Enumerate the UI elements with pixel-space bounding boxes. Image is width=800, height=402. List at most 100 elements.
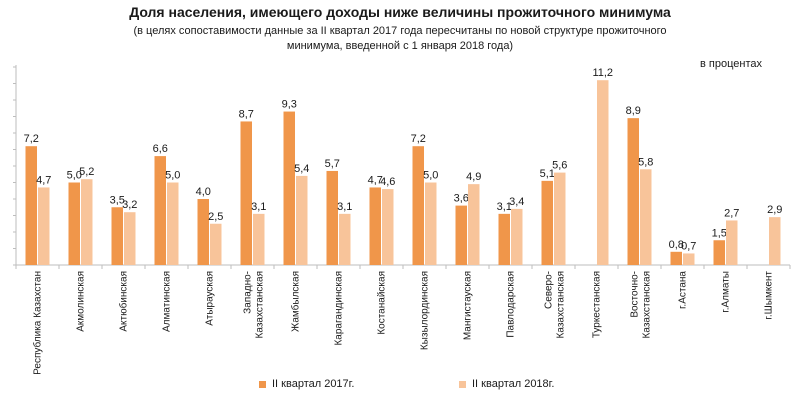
category-label-17: г.Шымкент bbox=[764, 271, 775, 320]
category-label-10: Мангистауская bbox=[463, 271, 474, 340]
category-label-line: г.Алматы bbox=[721, 271, 732, 313]
bar-2018-11 bbox=[511, 208, 523, 265]
category-label-line: Мангистауская bbox=[463, 271, 474, 340]
category-label-11: Павлодарская bbox=[506, 271, 517, 338]
category-label-line: Казахстанская bbox=[556, 271, 567, 338]
bar-2018-14 bbox=[640, 169, 652, 265]
category-label-13: Туркестанская bbox=[592, 271, 603, 338]
bar-2018-2 bbox=[124, 212, 136, 265]
data-label-2018-1: 5,2 bbox=[79, 166, 94, 178]
bar-2017-1 bbox=[68, 182, 80, 265]
category-label-6: Жамбылская bbox=[290, 271, 302, 332]
data-label-2018-11: 3,4 bbox=[509, 196, 524, 208]
category-label-line: Атырауская bbox=[205, 271, 216, 326]
data-label-2017-6: 9,3 bbox=[282, 99, 297, 111]
bar-2018-1 bbox=[81, 179, 93, 265]
data-label-2017-7: 5,7 bbox=[325, 158, 340, 170]
data-label-2018-13: 11,2 bbox=[592, 67, 613, 79]
data-label-2018-3: 5,0 bbox=[165, 170, 180, 182]
legend-swatch-2018 bbox=[459, 380, 466, 388]
category-label-0: Республика Казахстан bbox=[32, 271, 44, 375]
category-label-line: Западно- bbox=[243, 271, 254, 314]
category-label-line: Карагандинская bbox=[334, 271, 345, 346]
bar-2018-10 bbox=[468, 184, 480, 265]
bar-2017-15 bbox=[670, 251, 682, 265]
category-label-9: Кызылординская bbox=[420, 271, 431, 350]
legend-label-2017: II квартал 2017г. bbox=[272, 378, 355, 390]
legend-swatch-2017 bbox=[259, 380, 266, 388]
bar-2017-16 bbox=[713, 240, 725, 265]
data-label-2018-0: 4,7 bbox=[36, 174, 51, 186]
data-label-2018-15: 0,7 bbox=[681, 240, 696, 252]
legend-item-2018: II квартал 2018г. bbox=[459, 378, 554, 390]
bar-2017-12 bbox=[541, 180, 553, 265]
category-label-line: Республика Казахстан bbox=[32, 271, 44, 375]
data-label-2018-6: 5,4 bbox=[294, 163, 309, 175]
bar-2017-11 bbox=[498, 213, 510, 265]
bar-2017-3 bbox=[154, 156, 166, 265]
category-label-15: г.Астана bbox=[678, 271, 689, 309]
category-label-line: Туркестанская bbox=[592, 271, 603, 338]
bar-2018-13 bbox=[597, 80, 609, 265]
chart-subtitle-line-2: минимума, введенной с 1 января 2018 года… bbox=[286, 40, 514, 52]
bar-2018-9 bbox=[425, 182, 437, 265]
bar-2018-7 bbox=[339, 213, 351, 265]
bar-2017-0 bbox=[25, 146, 37, 265]
bar-2018-6 bbox=[296, 175, 308, 265]
data-label-2017-8: 4,7 bbox=[368, 174, 383, 186]
category-label-line: г.Шымкент bbox=[764, 271, 775, 320]
category-label-5: Западно-Казахстанская bbox=[243, 271, 266, 338]
bar-2018-12 bbox=[554, 172, 566, 265]
data-label-2018-8: 4,6 bbox=[380, 176, 395, 188]
category-label-3: Алматинская bbox=[162, 271, 173, 332]
category-label-line: Алматинская bbox=[162, 271, 173, 332]
bar-2017-10 bbox=[455, 205, 467, 265]
data-label-2018-14: 5,8 bbox=[638, 156, 653, 168]
category-label-line: г.Астана bbox=[678, 271, 689, 309]
data-label-2018-4: 2,5 bbox=[208, 211, 223, 223]
bar-2018-8 bbox=[382, 189, 394, 265]
category-labels: Республика Казахстан Акмолинская Актюбинск… bbox=[32, 271, 775, 375]
data-label-2018-12: 5,6 bbox=[552, 160, 567, 172]
data-label-2018-10: 4,9 bbox=[466, 171, 481, 183]
data-label-2018-9: 5,0 bbox=[423, 170, 438, 182]
data-label-2017-3: 6,6 bbox=[153, 143, 168, 155]
plot-area: 7,2 5,0 3,5 6,6 4,0 8,7 9,3 5,7 4,7 7,2 3,6 3,1 5,1 8… bbox=[13, 65, 791, 269]
category-label-line: Павлодарская bbox=[506, 271, 517, 338]
chart-title: Доля населения, имеющего доходы ниже вел… bbox=[129, 4, 671, 20]
legend-item-2017: II квартал 2017г. bbox=[259, 378, 354, 390]
category-label-line: Актюбинская bbox=[118, 271, 130, 332]
category-label-12: Северо-Казахстанская bbox=[544, 271, 567, 338]
bar-2017-7 bbox=[326, 170, 338, 265]
bar-2018-0 bbox=[38, 187, 50, 265]
bar-2017-5 bbox=[240, 121, 252, 265]
category-label-line: Казахстанская bbox=[255, 271, 266, 338]
category-label-line: Северо- bbox=[544, 271, 555, 309]
category-label-line: Костанайская bbox=[377, 271, 388, 335]
category-label-line: Акмолинская bbox=[76, 271, 87, 332]
chart-subtitle-line-1: (в целях сопоставимости данные за II ква… bbox=[133, 25, 667, 37]
category-label-8: Костанайская bbox=[377, 271, 388, 335]
bar-2017-4 bbox=[197, 199, 209, 265]
data-label-2018-17: 2,9 bbox=[767, 204, 782, 216]
category-label-16: г.Алматы bbox=[721, 271, 732, 313]
data-label-2017-5: 8,7 bbox=[239, 108, 254, 120]
data-label-2018-16: 2,7 bbox=[724, 207, 739, 219]
bar-2017-6 bbox=[283, 111, 295, 265]
data-label-2017-12: 5,1 bbox=[540, 168, 555, 180]
units-label: в процентах bbox=[700, 58, 762, 70]
data-label-2017-1: 5,0 bbox=[67, 170, 82, 182]
bar-2018-17 bbox=[769, 217, 781, 265]
data-label-2017-15: 0,8 bbox=[669, 239, 684, 251]
category-label-2: Актюбинская bbox=[118, 271, 130, 332]
data-label-2017-9: 7,2 bbox=[411, 133, 426, 145]
data-label-2018-7: 3,1 bbox=[337, 201, 352, 213]
bar-2018-4 bbox=[210, 223, 222, 265]
data-label-2018-5: 3,1 bbox=[251, 201, 266, 213]
category-label-4: Атырауская bbox=[205, 271, 216, 326]
data-label-2017-16: 1,5 bbox=[712, 227, 727, 239]
data-label-2017-10: 3,6 bbox=[454, 193, 469, 205]
category-label-1: Акмолинская bbox=[76, 271, 87, 332]
bar-2018-16 bbox=[726, 220, 738, 265]
category-label-line: Казахстанская bbox=[642, 271, 653, 338]
